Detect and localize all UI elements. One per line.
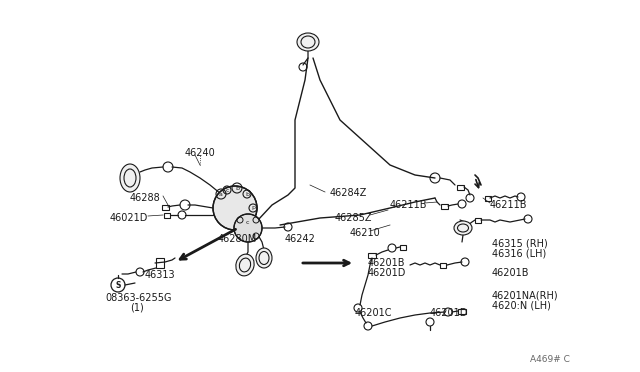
Bar — [400, 244, 406, 250]
Ellipse shape — [454, 221, 472, 235]
Bar — [164, 212, 170, 218]
Text: 46284Z: 46284Z — [330, 188, 367, 198]
Text: A469# C: A469# C — [530, 355, 570, 364]
Text: 46201B: 46201B — [492, 268, 529, 278]
Text: 46315 (RH): 46315 (RH) — [492, 238, 548, 248]
Text: 46201NA(RH): 46201NA(RH) — [492, 290, 559, 300]
Bar — [456, 185, 463, 189]
Text: (1): (1) — [130, 303, 144, 313]
Bar — [440, 263, 446, 267]
Text: 46201D: 46201D — [430, 308, 468, 318]
Text: b: b — [235, 186, 239, 190]
Ellipse shape — [236, 254, 254, 276]
Circle shape — [234, 214, 262, 242]
Text: 46211B: 46211B — [390, 200, 428, 210]
Text: 46280M: 46280M — [218, 234, 257, 244]
Text: 08363-6255G: 08363-6255G — [105, 293, 172, 303]
Text: 46211B: 46211B — [490, 200, 527, 210]
Text: b: b — [245, 192, 249, 196]
Bar — [156, 258, 164, 268]
Text: 46313: 46313 — [145, 270, 175, 280]
Bar — [485, 196, 491, 201]
Text: 46201B: 46201B — [368, 258, 406, 268]
Bar — [161, 205, 168, 209]
Text: c: c — [245, 219, 249, 224]
Text: S: S — [115, 280, 121, 289]
Ellipse shape — [120, 164, 140, 192]
Text: 46316 (LH): 46316 (LH) — [492, 248, 547, 258]
Text: p: p — [251, 205, 255, 211]
Text: 46285Z: 46285Z — [335, 213, 372, 223]
Text: 46201C: 46201C — [355, 308, 392, 318]
Text: 46240: 46240 — [185, 148, 216, 158]
Ellipse shape — [297, 33, 319, 51]
Text: c: c — [225, 187, 228, 192]
Text: 46288: 46288 — [130, 193, 161, 203]
Text: 46242: 46242 — [285, 234, 316, 244]
Bar — [458, 308, 466, 314]
Bar — [440, 203, 447, 208]
Bar — [368, 253, 376, 257]
Text: 46201D: 46201D — [368, 268, 406, 278]
Text: a: a — [219, 192, 223, 196]
Circle shape — [213, 186, 257, 230]
Bar — [475, 218, 481, 222]
Text: 4620:N (LH): 4620:N (LH) — [492, 300, 551, 310]
Text: 46210: 46210 — [350, 228, 381, 238]
Ellipse shape — [256, 248, 272, 268]
Text: 46021D: 46021D — [110, 213, 148, 223]
